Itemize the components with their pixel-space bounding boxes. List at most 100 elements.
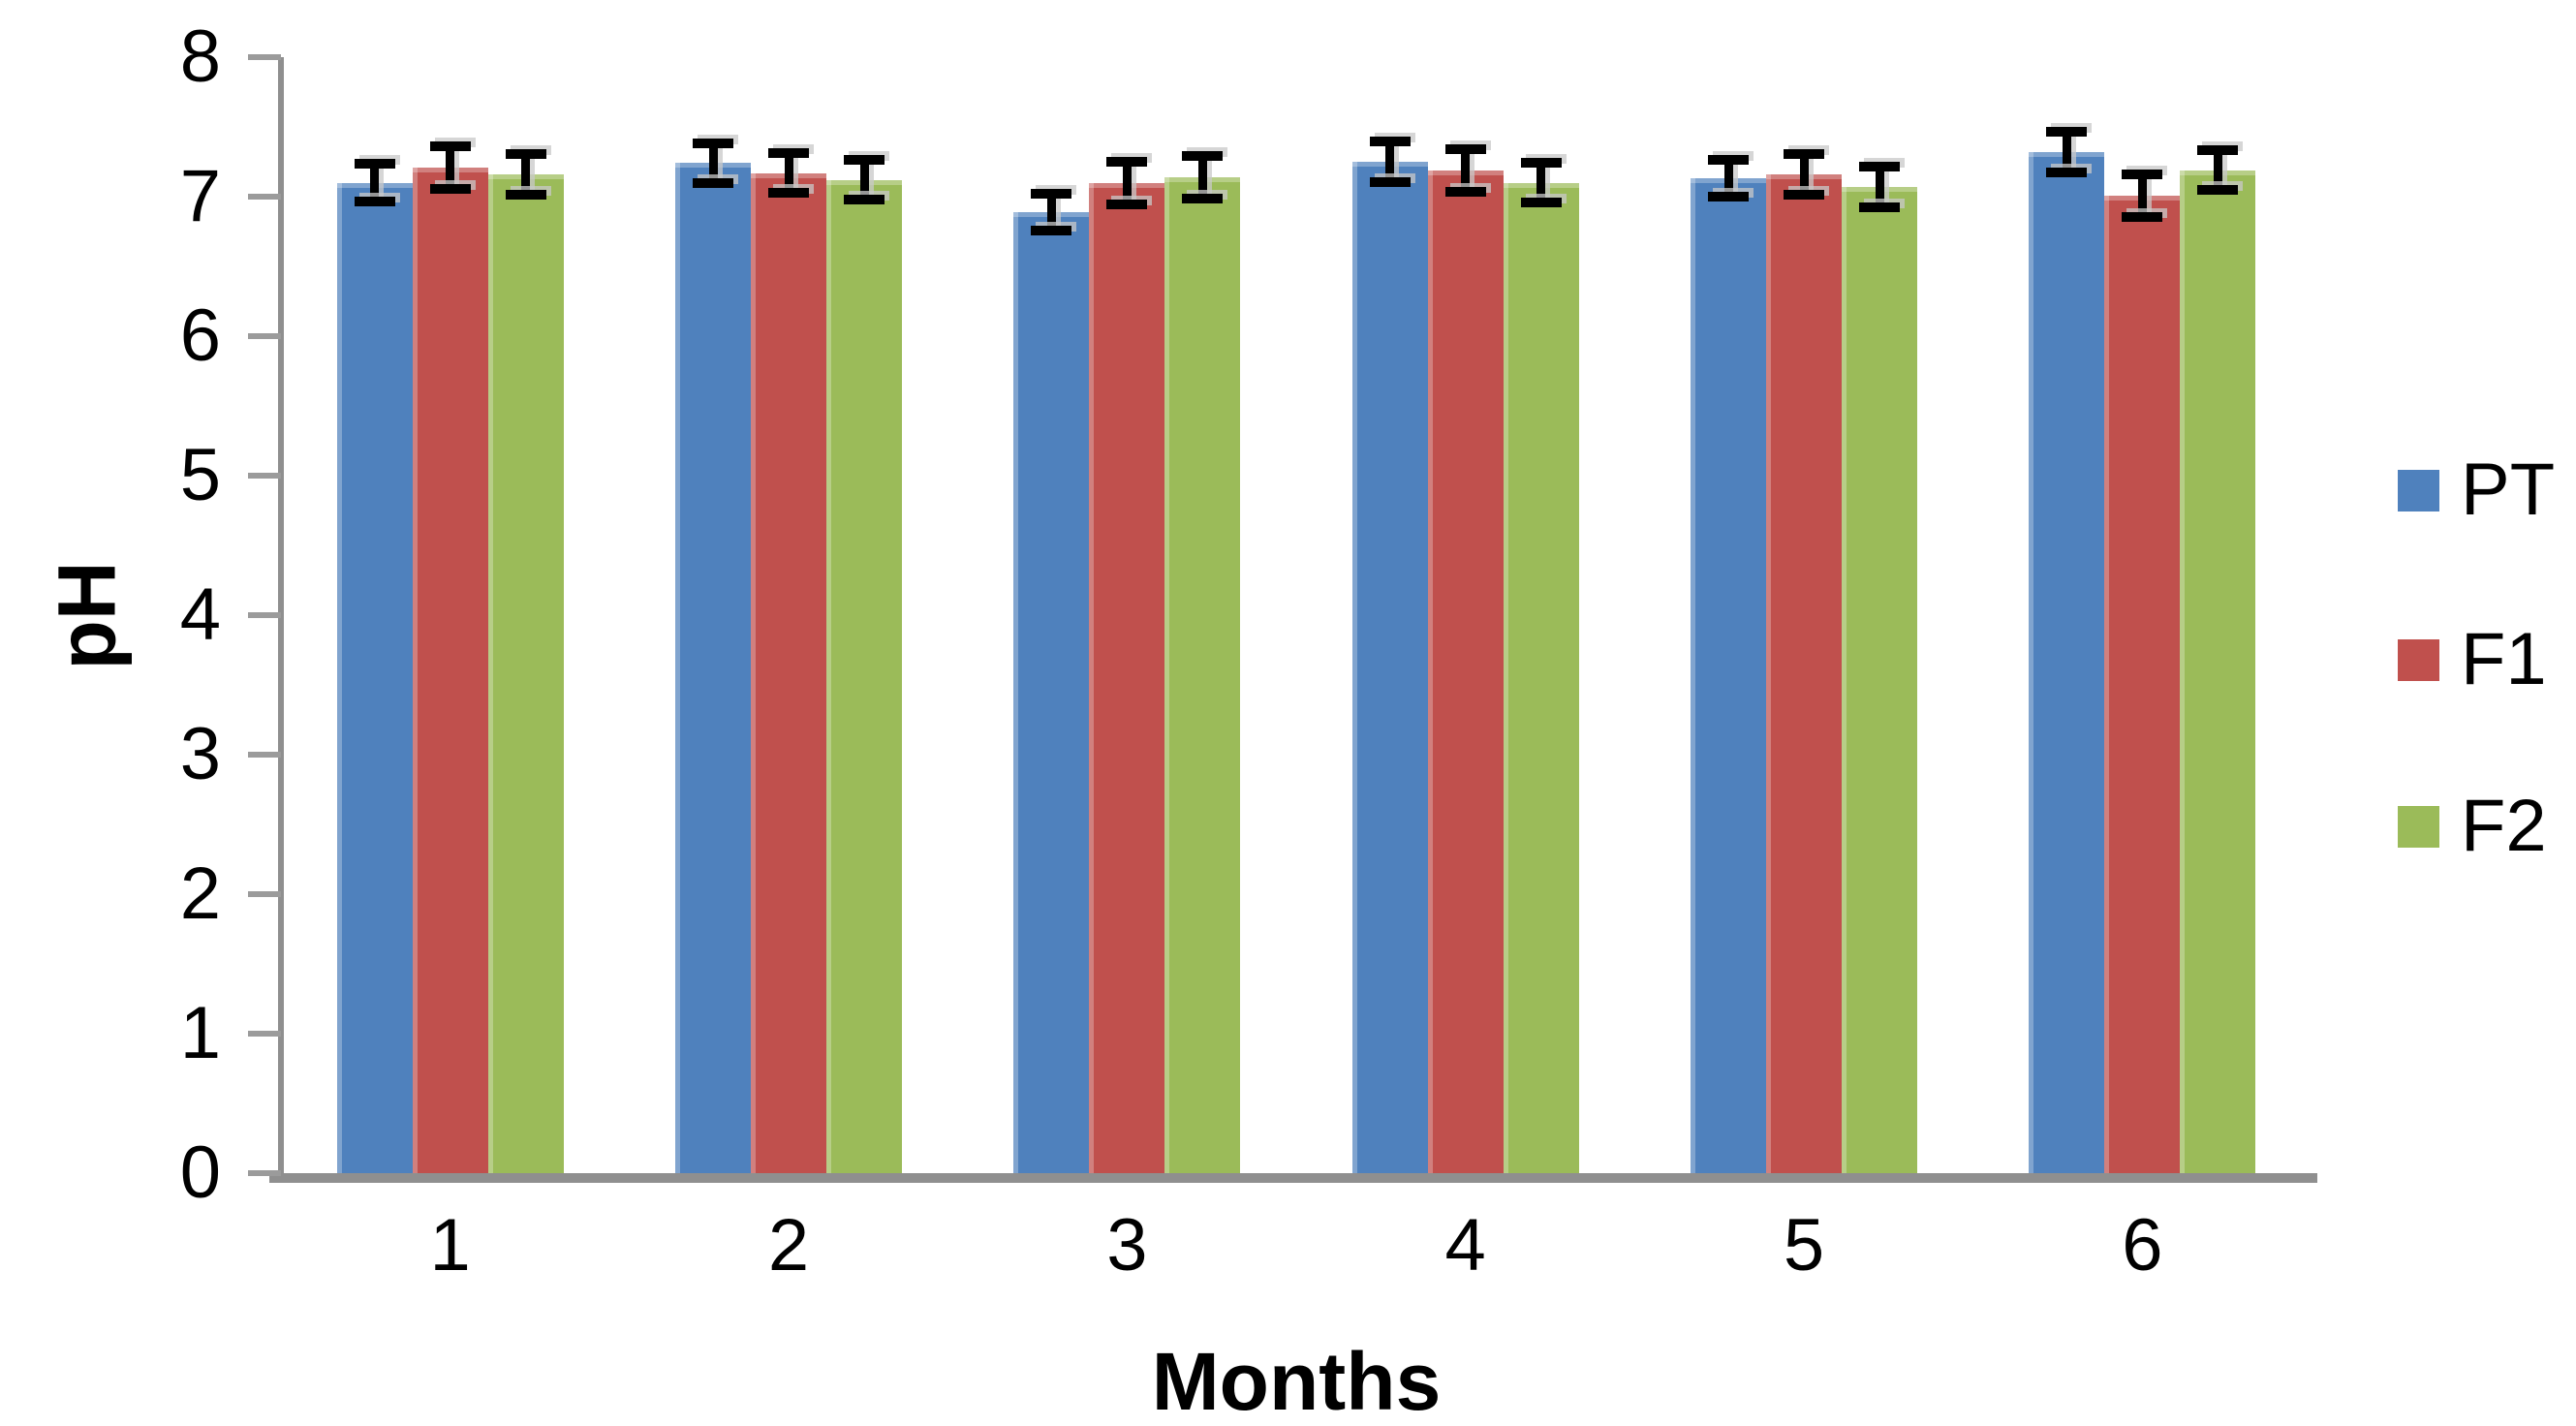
error-bar-cap-bottom-PT-month-5 — [1708, 192, 1749, 202]
y-tick-label-1: 1 — [179, 992, 221, 1074]
error-bar-cap-top-PT-month-5 — [1708, 155, 1749, 166]
legend-swatch-PT — [2398, 469, 2439, 512]
error-bar-line-F2-month-3 — [1197, 154, 1207, 200]
bar-F2-month-3 — [1164, 176, 1241, 1173]
error-bar-cap-top-F2-month-4 — [1520, 158, 1562, 168]
x-tick-label-3: 3 — [1106, 1204, 1148, 1286]
error-bar-cap-bottom-F2-month-1 — [505, 189, 546, 200]
bar-F1-month-2 — [751, 172, 826, 1173]
y-tick-mark-8 — [248, 54, 281, 60]
error-bar-line-F1-month-5 — [1799, 153, 1809, 196]
y-tick-mark-2 — [248, 891, 281, 897]
error-bar-cap-bottom-F2-month-3 — [1182, 193, 1224, 203]
error-bar-cap-top-PT-month-3 — [1031, 188, 1072, 199]
legend-label-PT: PT — [2461, 449, 2556, 531]
error-bar-line-PT-month-6 — [2062, 131, 2071, 173]
y-tick-label-5: 5 — [179, 434, 221, 516]
y-tick-label-8: 8 — [179, 16, 221, 98]
error-bar-line-F1-month-2 — [784, 151, 793, 195]
error-bar-line-F2-month-1 — [521, 153, 531, 196]
x-tick-label-4: 4 — [1444, 1204, 1486, 1286]
error-bar-line-PT-month-5 — [1723, 159, 1733, 199]
legend-swatch-F2 — [2398, 805, 2439, 848]
legend-item-F1: F1 — [2398, 621, 2547, 698]
error-bar-cap-bottom-PT-month-2 — [693, 178, 733, 189]
x-tick-label-5: 5 — [1783, 1204, 1825, 1286]
error-bar-cap-top-F1-month-3 — [1106, 156, 1148, 167]
bar-F1-month-5 — [1766, 173, 1842, 1173]
bar-F1-month-1 — [412, 167, 488, 1173]
x-axis-title: Months — [1151, 1336, 1442, 1426]
error-bar-cap-top-F1-month-1 — [429, 140, 471, 151]
legend-item-PT: PT — [2398, 451, 2555, 529]
error-bar-cap-top-F2-month-2 — [844, 155, 885, 166]
bar-PT-month-1 — [336, 182, 413, 1173]
bar-F2-month-2 — [826, 179, 902, 1173]
bar-F2-month-6 — [2180, 170, 2256, 1173]
y-tick-mark-1 — [248, 1031, 281, 1037]
error-bar-cap-top-F2-month-3 — [1182, 150, 1224, 161]
error-bar-cap-bottom-F2-month-4 — [1520, 198, 1562, 208]
y-tick-mark-5 — [248, 473, 281, 479]
y-axis-title: pH — [41, 561, 133, 669]
y-tick-mark-0 — [248, 1170, 281, 1176]
error-bar-cap-top-F1-month-5 — [1784, 149, 1824, 160]
error-bar-cap-top-F2-month-5 — [1859, 162, 1900, 172]
x-tick-label-1: 1 — [429, 1204, 471, 1286]
error-bar-line-F1-month-3 — [1122, 160, 1132, 205]
error-bar-line-F2-month-2 — [859, 159, 869, 202]
y-tick-label-3: 3 — [179, 713, 221, 795]
legend-swatch-F1 — [2398, 638, 2439, 681]
error-bar-cap-bottom-F1-month-4 — [1444, 186, 1486, 197]
error-bar-cap-top-PT-month-4 — [1369, 137, 1411, 147]
error-bar-cap-bottom-F2-month-6 — [2197, 185, 2239, 196]
error-bar-line-F2-month-5 — [1875, 166, 1884, 208]
error-bar-cap-bottom-F2-month-5 — [1859, 202, 1900, 212]
y-tick-label-6: 6 — [179, 294, 221, 377]
error-bar-line-F2-month-6 — [2213, 149, 2222, 192]
bar-PT-month-3 — [1013, 211, 1090, 1173]
error-bar-cap-bottom-PT-month-6 — [2046, 167, 2088, 177]
y-axis-line — [278, 57, 284, 1176]
error-bar-cap-top-PT-month-1 — [354, 159, 395, 170]
error-bar-cap-bottom-F1-month-2 — [768, 188, 809, 199]
bar-PT-month-5 — [1691, 178, 1766, 1173]
y-tick-label-0: 0 — [179, 1132, 221, 1214]
error-bar-cap-bottom-PT-month-1 — [354, 196, 395, 206]
error-bar-cap-top-F1-month-6 — [2122, 169, 2163, 179]
bar-PT-month-2 — [675, 163, 751, 1173]
error-bar-line-PT-month-3 — [1046, 192, 1056, 232]
error-bar-line-PT-month-1 — [370, 163, 380, 202]
error-bar-cap-top-F2-month-1 — [505, 149, 546, 160]
error-bar-line-PT-month-4 — [1385, 140, 1395, 183]
error-bar-cap-bottom-F2-month-2 — [844, 195, 885, 205]
x-axis-line — [269, 1173, 2317, 1183]
bar-F1-month-6 — [2104, 195, 2181, 1173]
error-bar-cap-top-F1-month-4 — [1444, 143, 1486, 154]
error-bar-line-F1-month-4 — [1461, 147, 1471, 193]
error-bar-cap-bottom-PT-month-3 — [1031, 226, 1072, 235]
legend-label-F2: F2 — [2461, 785, 2547, 867]
error-bar-cap-top-F1-month-2 — [768, 147, 809, 158]
x-tick-label-2: 2 — [767, 1204, 810, 1286]
bar-F2-month-4 — [1503, 182, 1579, 1173]
error-bar-cap-bottom-F1-month-3 — [1106, 199, 1148, 209]
error-bar-line-PT-month-2 — [708, 141, 718, 185]
y-tick-mark-7 — [248, 194, 281, 200]
bar-PT-month-6 — [2029, 151, 2105, 1173]
error-bar-cap-top-F2-month-6 — [2197, 145, 2239, 156]
error-bar-cap-bottom-PT-month-4 — [1369, 176, 1411, 187]
y-tick-label-4: 4 — [179, 574, 221, 656]
error-bar-line-F2-month-4 — [1536, 162, 1546, 204]
error-bar-cap-top-PT-month-6 — [2046, 127, 2088, 138]
error-bar-cap-bottom-F1-month-1 — [429, 183, 471, 194]
y-tick-mark-3 — [248, 752, 281, 758]
y-tick-mark-4 — [248, 612, 281, 618]
bar-F2-month-5 — [1842, 186, 1917, 1173]
error-bar-cap-bottom-F1-month-6 — [2122, 211, 2163, 222]
error-bar-cap-bottom-F1-month-5 — [1784, 189, 1824, 200]
x-tick-label-6: 6 — [2122, 1204, 2163, 1286]
bar-F1-month-3 — [1089, 182, 1165, 1173]
bar-F1-month-4 — [1427, 170, 1504, 1173]
